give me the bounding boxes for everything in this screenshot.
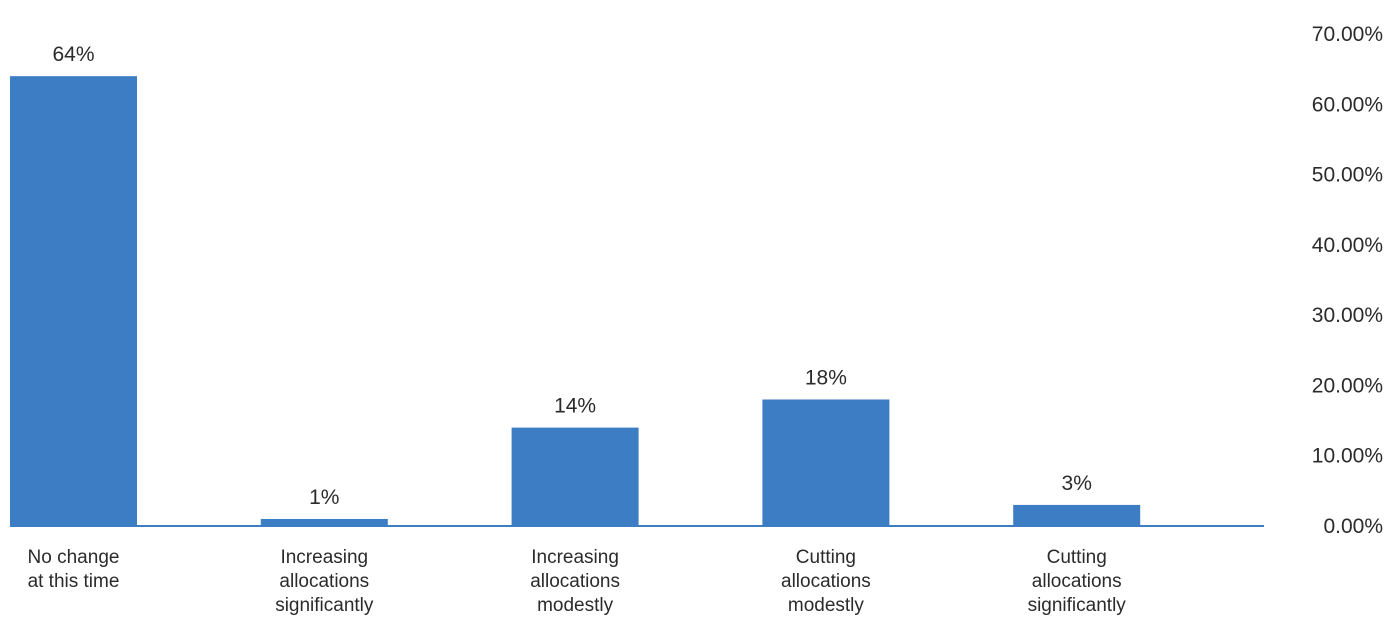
- category-label-line: significantly: [275, 595, 374, 616]
- bar: [762, 399, 890, 526]
- y-tick-label: 40.00%: [1312, 234, 1383, 257]
- data-label: 3%: [1062, 472, 1092, 495]
- category-label-line: Increasing: [531, 547, 619, 568]
- y-tick-label: 60.00%: [1312, 93, 1383, 116]
- category-label: Increasing allocations modestly: [530, 547, 620, 616]
- bar: [1013, 504, 1141, 526]
- y-tick-label: 70.00%: [1312, 23, 1383, 46]
- y-axis: 0.00% 10.00% 20.00% 30.00% 40.00% 50.00% 60.00…: [1312, 23, 1383, 538]
- bar: [10, 76, 137, 527]
- category-label-line: No change: [28, 547, 120, 568]
- y-tick-label: 30.00%: [1312, 304, 1383, 327]
- data-label: 64%: [52, 43, 94, 66]
- category-label-line: Cutting: [796, 547, 856, 568]
- y-tick-label: 50.00%: [1312, 164, 1383, 187]
- category-label-line: at this time: [28, 571, 120, 592]
- category-label-line: modestly: [788, 595, 865, 616]
- category-label-line: Cutting: [1047, 547, 1107, 568]
- category-label-line: modestly: [537, 595, 614, 616]
- bar: [511, 427, 639, 526]
- y-tick-label: 20.00%: [1312, 374, 1383, 397]
- data-label: 1%: [309, 486, 339, 509]
- y-tick-label: 0.00%: [1323, 515, 1383, 538]
- category-label: Increasing allocations significantly: [275, 547, 374, 616]
- category-label: Cutting allocations modestly: [781, 547, 871, 616]
- bar: [260, 518, 388, 526]
- category-label-line: significantly: [1028, 595, 1127, 616]
- category-label: No change at this time: [28, 547, 120, 592]
- category-label-line: Increasing: [280, 547, 368, 568]
- category-label-line: allocations: [781, 571, 871, 592]
- data-label: 14%: [554, 395, 596, 418]
- category-label-line: allocations: [530, 571, 620, 592]
- category-label: Cutting allocations significantly: [1028, 547, 1127, 616]
- y-tick-label: 10.00%: [1312, 445, 1383, 468]
- category-label-line: allocations: [1032, 571, 1122, 592]
- category-label-line: allocations: [279, 571, 369, 592]
- data-label: 18%: [805, 366, 847, 389]
